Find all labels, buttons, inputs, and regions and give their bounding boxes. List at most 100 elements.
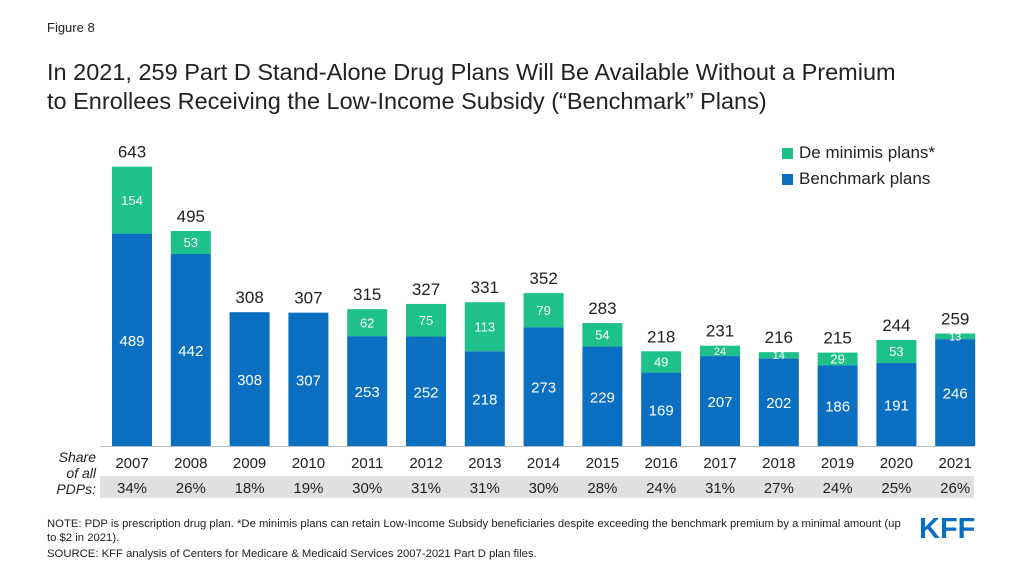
x-tick-2013: 2013 [468,455,501,472]
label-de-minimis-2016: 49 [654,355,668,370]
label-de-minimis-2011: 62 [360,315,374,330]
legend-item-benchmark: Benchmark plans [782,166,935,192]
bar-de-minimis-2014 [523,293,564,328]
legend-label-benchmark: Benchmark plans [799,169,931,188]
source-text: SOURCE: KFF analysis of Centers for Medi… [47,548,537,560]
bar-benchmark-2021 [935,339,976,446]
label-total-2019: 215 [823,329,851,348]
x-tick-2018: 2018 [762,455,795,472]
benchmark-swatch [782,173,793,185]
label-total-2010: 307 [294,289,322,308]
x-tick-2011: 2011 [351,455,383,472]
bar-benchmark-2017 [700,356,740,446]
x-tick-2021: 2021 [939,455,972,472]
legend: De minimis plans* Benchmark plans [782,140,935,192]
bar-de-minimis-2019 [817,352,858,366]
bar-de-minimis-2015 [582,323,623,347]
label-benchmark-2018: 202 [766,395,791,412]
label-benchmark-2019: 186 [825,399,850,416]
bar-de-minimis-2008 [170,230,211,254]
label-total-2021: 259 [941,309,969,328]
x-tick-2019: 2019 [821,455,854,472]
label-total-2012: 327 [412,280,440,299]
label-de-minimis-2019: 29 [830,352,844,367]
share-caption-line-3: PDPs: [56,481,96,497]
title-line-2: to Enrollees Receiving the Low-Income Su… [47,88,767,114]
label-benchmark-2016: 169 [649,402,674,419]
bar-benchmark-2013 [464,351,505,446]
bar-benchmark-2008 [170,253,211,446]
share-caption-line-1: Share [58,449,96,465]
label-de-minimis-2017: 24 [714,346,726,358]
bar-benchmark-2007 [112,233,152,446]
x-tick-2012: 2012 [409,455,442,472]
x-tick-2015: 2015 [586,455,619,472]
x-tick-2020: 2020 [880,455,913,472]
title-line-1: In 2021, 259 Part D Stand-Alone Drug Pla… [47,59,896,85]
label-de-minimis-2018: 14 [773,350,785,362]
label-de-minimis-2014: 79 [536,303,550,318]
label-benchmark-2007: 489 [119,333,144,350]
de-minimis-swatch [782,147,793,159]
label-total-2008: 495 [177,207,205,226]
label-benchmark-2011: 253 [355,384,380,401]
label-benchmark-2013: 218 [472,392,497,409]
label-benchmark-2020: 191 [884,398,909,415]
bar-de-minimis-2011 [347,309,388,337]
x-tick-2008: 2008 [174,455,207,472]
label-benchmark-2021: 246 [943,386,968,403]
legend-label-de-minimis: De minimis plans* [799,143,936,162]
label-benchmark-2012: 252 [413,384,438,401]
label-de-minimis-2012: 75 [419,313,433,328]
bar-benchmark-2020 [876,363,917,446]
label-benchmark-2014: 273 [531,380,556,397]
bar-de-minimis-2017 [700,345,740,357]
legend-item-de-minimis: De minimis plans* [782,140,935,166]
label-de-minimis-2020: 53 [889,344,903,359]
label-total-2011: 315 [353,285,381,304]
label-de-minimis-2008: 53 [184,235,198,250]
label-de-minimis-2013: 113 [474,319,495,334]
bar-benchmark-2010 [288,312,329,446]
label-total-2014: 352 [529,269,557,288]
label-total-2013: 331 [471,278,499,297]
bar-benchmark-2009 [229,312,270,446]
label-total-2016: 218 [647,327,675,346]
kff-logo: KFF [919,513,976,545]
x-tick-2017: 2017 [703,455,736,472]
bar-benchmark-2014 [523,327,564,446]
label-total-2009: 308 [235,288,263,307]
share-strip [100,476,974,498]
bar-de-minimis-2020 [876,340,917,364]
bar-de-minimis-2013 [464,302,505,352]
x-tick-2010: 2010 [292,455,325,472]
bar-benchmark-2019 [817,365,858,446]
share-caption: Share of all PDPs: [46,449,96,497]
chart-title: In 2021, 259 Part D Stand-Alone Drug Pla… [47,58,997,116]
x-tick-2016: 2016 [645,455,678,472]
x-tick-2009: 2009 [233,455,266,472]
label-total-2020: 244 [882,316,910,335]
label-de-minimis-2015: 54 [595,327,609,342]
bar-de-minimis-2021 [935,333,976,340]
label-total-2015: 283 [588,299,616,318]
bar-benchmark-2018 [758,358,799,446]
label-benchmark-2009: 308 [237,372,262,389]
bar-benchmark-2015 [582,346,623,446]
x-tick-2014: 2014 [527,455,560,472]
x-tick-2007: 2007 [115,455,148,472]
label-total-2018: 216 [765,328,793,347]
label-benchmark-2015: 229 [590,389,615,406]
label-de-minimis-2007: 154 [121,193,143,208]
label-total-2017: 231 [706,322,734,341]
bar-de-minimis-2012 [406,303,446,337]
label-total-2007: 643 [118,143,146,162]
label-de-minimis-2021: 13 [949,331,961,343]
figure-label: Figure 8 [47,20,95,35]
label-benchmark-2010: 307 [296,372,321,389]
bar-de-minimis-2016 [641,351,682,373]
bar-benchmark-2016 [641,372,682,446]
note-text: NOTE: PDP is prescription drug plan. *De… [47,518,901,544]
bar-de-minimis-2007 [112,166,152,234]
